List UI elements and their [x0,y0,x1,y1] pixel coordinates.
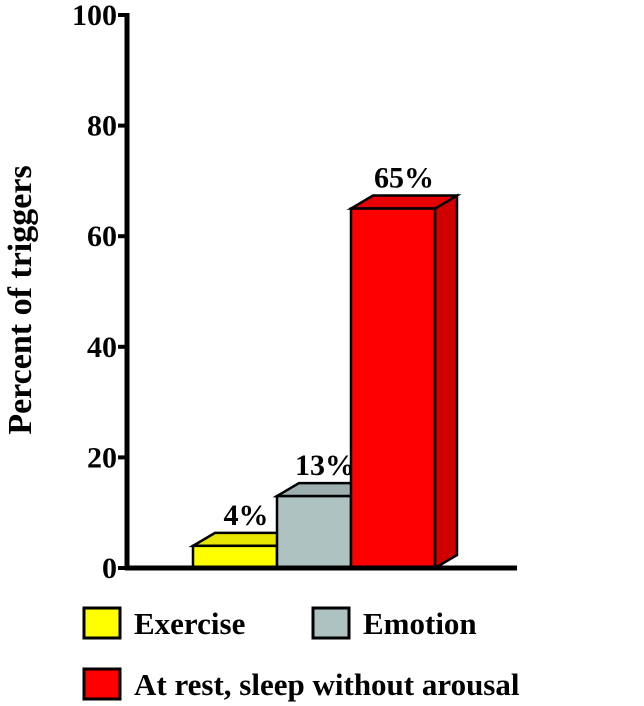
legend-item: At rest, sleep without arousal [82,667,520,702]
data-label: 13% [295,449,355,482]
legend-item: Emotion [311,606,477,641]
y-tick-label: 0 [102,552,117,585]
y-tick-label: 100 [72,0,117,32]
bar-front-face [191,544,279,570]
bar-front-face [349,207,437,570]
data-label: 4% [224,499,269,532]
y-axis-label: Percent of triggers [2,165,39,434]
y-tick-label: 40 [87,331,117,364]
legend: Exercise Emotion At rest, sleep without ar… [82,606,520,702]
legend-label: Exercise [134,606,245,641]
bar-front-face [275,494,353,570]
y-tick-label: 60 [87,220,117,253]
y-axis-ticks: 0 20 40 60 80 100 [72,0,127,585]
data-label: 65% [374,162,434,195]
legend-item: Exercise [82,606,245,641]
y-tick-label: 20 [87,441,117,474]
legend-swatch [311,606,351,640]
bars-group: 4% 13% 65% [188,162,462,571]
bar-side-face [433,193,459,571]
legend-label: At rest, sleep without arousal [134,667,520,702]
y-tick-label: 80 [87,110,117,143]
legend-swatch [82,667,122,701]
legend-label: Emotion [363,606,477,641]
legend-swatch [82,606,122,640]
bar-at-rest-sleep-without-arousal: 65% [346,162,462,571]
